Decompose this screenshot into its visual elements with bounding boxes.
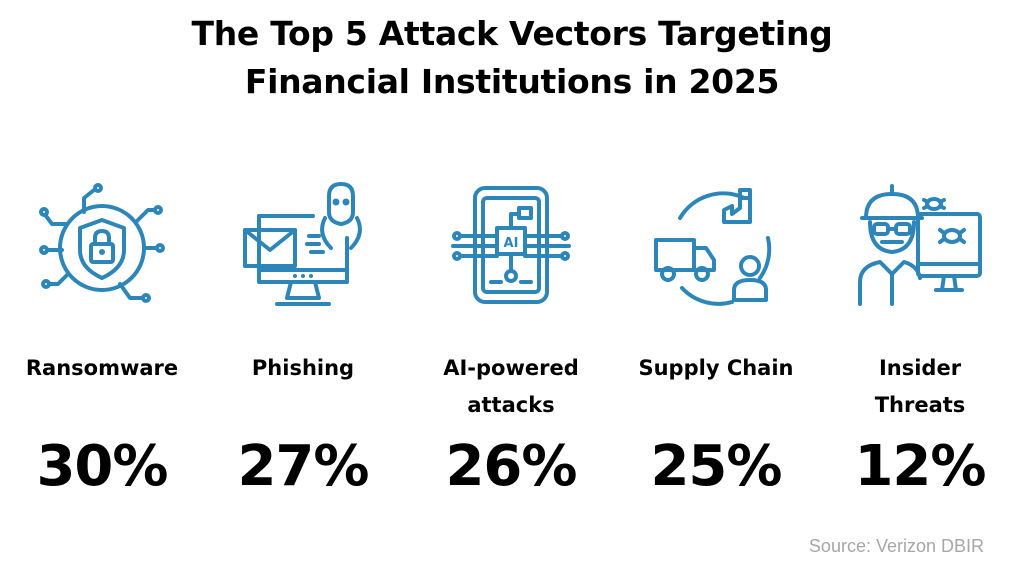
title-line-1: The Top 5 Attack Vectors Targeting	[191, 14, 833, 53]
ai-chip-circuit-icon: AI	[447, 178, 575, 312]
vector-label-line: AI-powered	[443, 356, 579, 380]
vector-value: 25%	[650, 434, 782, 499]
vector-ransomware: Ransomware 30%	[2, 0, 202, 582]
vector-supply-chain: Supply Chain 25%	[616, 0, 816, 582]
vector-value: 12%	[854, 434, 986, 499]
vector-label-line: Insider	[878, 356, 962, 380]
vector-label: Insider Threats	[820, 350, 1020, 424]
vector-label-line: Phishing	[251, 356, 355, 380]
vector-label: Phishing	[203, 350, 403, 387]
chart-title: The Top 5 Attack Vectors Targeting Finan…	[0, 10, 1024, 106]
insider-bugs-monitor-icon	[856, 178, 984, 312]
vector-ai-powered-attacks: AI AI-powered attacks 26%	[411, 0, 611, 582]
vector-value: 27%	[237, 434, 369, 499]
truck-factory-person-icon	[652, 178, 780, 312]
title-line-2: Financial Institutions in 2025	[244, 62, 780, 101]
svg-text:AI: AI	[504, 236, 519, 251]
vector-label-line: Supply Chain	[638, 356, 794, 380]
vector-phishing: Phishing 27%	[203, 0, 403, 582]
shield-lock-circuit-icon	[38, 178, 166, 312]
vector-label: Supply Chain	[616, 350, 816, 387]
vector-label: Ransomware	[2, 350, 202, 387]
vector-label: AI-powered attacks	[411, 350, 611, 424]
vector-label-line: Threats	[874, 393, 966, 417]
vector-label-line: attacks	[467, 393, 555, 417]
vector-insider-threats: Insider Threats 12%	[820, 0, 1020, 582]
vector-label-line: Ransomware	[25, 356, 179, 380]
vector-value: 30%	[36, 434, 168, 499]
vector-value: 26%	[445, 434, 577, 499]
source-note: Source: Verizon DBIR	[808, 536, 984, 556]
envelope-hacker-monitor-icon	[239, 178, 367, 312]
